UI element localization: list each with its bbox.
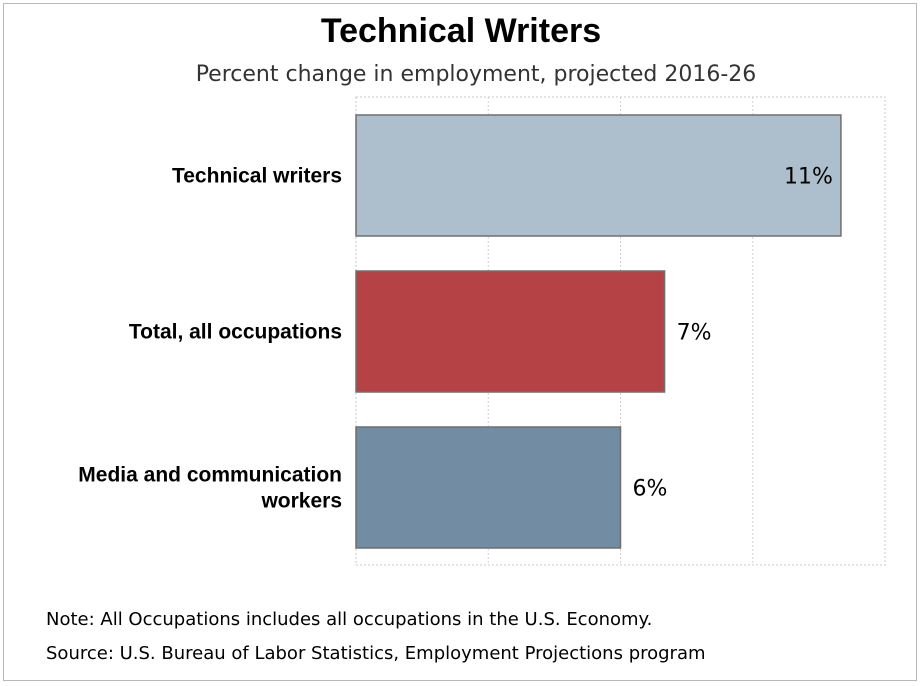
bar [355,270,666,393]
category-label: Media and communication workers [78,464,342,513]
chart-title: Technical Writers [320,12,602,50]
data-label: 6% [633,477,668,502]
category-label-line: Media and communication [78,464,342,487]
chart-source: Source: U.S. Bureau of Labor Statistics,… [46,643,706,664]
category-label-line: Technical writers [172,165,342,188]
bar [355,426,622,549]
data-label: 7% [677,321,712,346]
category-label: Technical writers [172,165,342,188]
category-label-line: Total, all occupations [129,321,342,344]
category-label-line: workers [260,490,342,513]
bar [355,114,842,237]
chart-note: Note: All Occupations includes all occup… [46,609,653,630]
chart-subtitle: Percent change in employment, projected … [195,62,757,87]
data-label: 11% [784,165,833,190]
chart-frame [3,3,917,681]
category-label: Total, all occupations [129,321,342,344]
